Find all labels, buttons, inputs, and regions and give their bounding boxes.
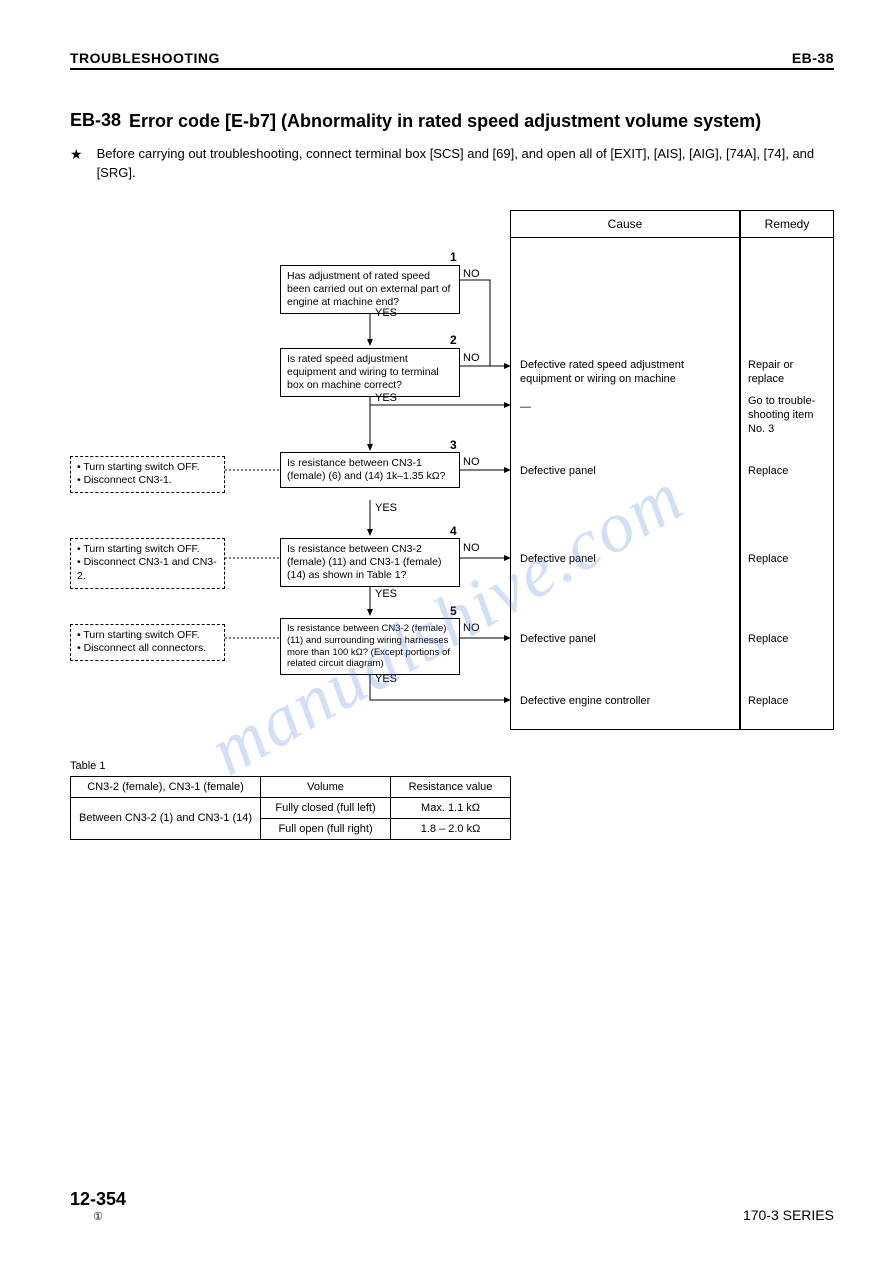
- remedy-3: Replace: [748, 464, 788, 478]
- title-code: EB-38: [70, 110, 121, 133]
- step-1-box: Has adjustment of rated speed been carri…: [280, 265, 460, 314]
- step-1-no: NO: [463, 268, 480, 280]
- cause-4: Defective panel: [520, 552, 596, 566]
- cause-6: Defective engine controller: [520, 694, 650, 708]
- page-number: 12-354: [70, 1189, 126, 1209]
- remedy-5: Replace: [748, 632, 788, 646]
- step-4-no: NO: [463, 542, 480, 554]
- step-4-yes: YES: [375, 588, 397, 600]
- step-1-yes: YES: [375, 307, 397, 319]
- step-1-num: 1: [450, 250, 457, 264]
- t1-r0-v: Fully closed (full left): [261, 797, 391, 818]
- step-4-box: Is resistance between CN3-2 (female) (11…: [280, 538, 460, 587]
- prep-box-2: • Turn starting switch OFF. • Disconnect…: [70, 538, 225, 589]
- t1-r1-r: 1.8 – 2.0 kΩ: [391, 818, 511, 839]
- step-4-num: 4: [450, 524, 457, 538]
- cause-1: Defective rated speed adjustment equipme…: [520, 358, 730, 387]
- step-2-box: Is rated speed adjustment equipment and …: [280, 348, 460, 397]
- star-icon: ★: [70, 145, 83, 181]
- cause-3: Defective panel: [520, 464, 596, 478]
- page-header: TROUBLESHOOTING EB-38: [70, 50, 834, 70]
- table1-label: Table 1: [70, 760, 834, 772]
- t1-h3: Resistance value: [391, 776, 511, 797]
- t1-r1-v: Full open (full right): [261, 818, 391, 839]
- step-5-box: Is resistance between CN3-2 (female) (11…: [280, 618, 460, 676]
- t1-h1: CN3-2 (female), CN3-1 (female): [71, 776, 261, 797]
- page-circ: ①: [70, 1210, 126, 1223]
- step-3-box: Is resistance between CN3-1 (female) (6)…: [280, 452, 460, 488]
- page-footer: 12-354 ① 170-3 SERIES: [70, 1189, 834, 1223]
- precondition-note: ★ Before carrying out troubleshooting, c…: [70, 145, 834, 181]
- table1: CN3-2 (female), CN3-1 (female) Volume Re…: [70, 776, 511, 840]
- step-3-num: 3: [450, 438, 457, 452]
- remedy-1: Repair or replace: [748, 358, 830, 387]
- step-5-num: 5: [450, 604, 457, 618]
- step-2-yes: YES: [375, 392, 397, 404]
- note-text: Before carrying out troubleshooting, con…: [97, 145, 834, 181]
- remedy-6: Replace: [748, 694, 788, 708]
- step-2-no: NO: [463, 352, 480, 364]
- step-5-yes: YES: [375, 673, 397, 685]
- t1-h2: Volume: [261, 776, 391, 797]
- cause-2: —: [520, 400, 531, 414]
- cause-5: Defective panel: [520, 632, 596, 646]
- remedy-4: Replace: [748, 552, 788, 566]
- step-3-yes: YES: [375, 502, 397, 514]
- series-label: 170-3 SERIES: [743, 1207, 834, 1223]
- prep-box-3: • Turn starting switch OFF. • Disconnect…: [70, 624, 225, 661]
- header-left: TROUBLESHOOTING: [70, 50, 220, 66]
- step-3-no: NO: [463, 456, 480, 468]
- step-2-num: 2: [450, 333, 457, 347]
- step-5-no: NO: [463, 622, 480, 634]
- title-block: EB-38 Error code [E-b7] (Abnormality in …: [70, 110, 834, 133]
- prep-box-1: • Turn starting switch OFF. • Disconnect…: [70, 456, 225, 493]
- t1-r0-r: Max. 1.1 kΩ: [391, 797, 511, 818]
- remedy-2: Go to trouble-shooting item No. 3: [748, 394, 830, 437]
- header-right: EB-38: [792, 50, 834, 66]
- title-text: Error code [E-b7] (Abnormality in rated …: [129, 110, 761, 133]
- t1-rowlabel: Between CN3-2 (1) and CN3-1 (14): [71, 797, 261, 839]
- flowchart: Cause Remedy: [70, 210, 834, 750]
